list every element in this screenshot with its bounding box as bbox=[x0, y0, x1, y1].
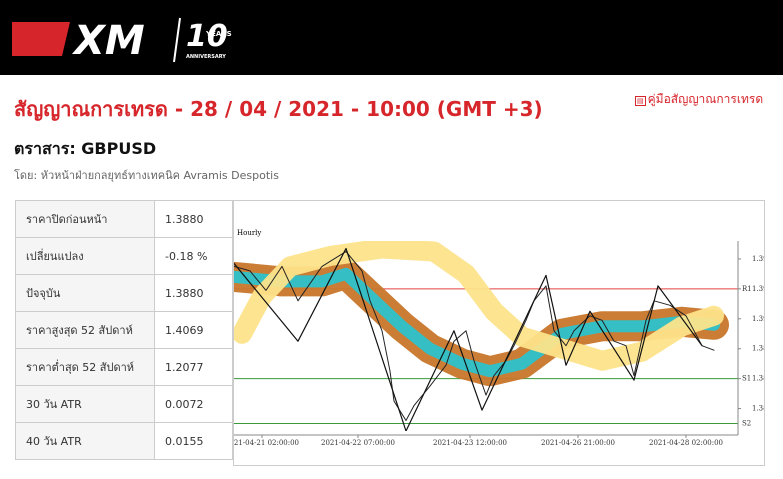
value-cell: 1.2077 bbox=[154, 348, 233, 386]
table-row: ราคาสูงสุด 52 สัปดาห์ 1.4069 bbox=[15, 311, 233, 349]
table-row: 40 วัน ATR 0.0155 bbox=[15, 422, 233, 460]
x-tick-label: 2021-04-26 21:00:00 bbox=[541, 439, 615, 447]
y-tick-label: 1.3900 bbox=[752, 315, 765, 323]
label-cell: เปลี่ยนแปลง bbox=[15, 237, 155, 275]
y-tick-label: 1.3920 bbox=[752, 285, 765, 293]
y-tick-label: 1.3880 bbox=[752, 345, 765, 353]
label-cell: ราคาปิดก่อนหน้า bbox=[15, 200, 155, 238]
x-tick-label: 2021-04-21 02:00:00 bbox=[233, 439, 299, 447]
years: 10 bbox=[186, 19, 228, 54]
instrument: ตราสาร: GBPUSD bbox=[14, 139, 157, 158]
label-cell: ราคาต่ำสุด 52 สัปดาห์ bbox=[15, 348, 155, 386]
y-tick-label: 1.3840 bbox=[752, 405, 765, 413]
table-row: เปลี่ยนแปลง -0.18 % bbox=[15, 237, 233, 275]
anniversary: ANNIVERSARY bbox=[186, 54, 226, 60]
table-row: 30 วัน ATR 0.0072 bbox=[15, 385, 233, 423]
x-tick-label: 2021-04-23 12:00:00 bbox=[433, 439, 507, 447]
stats-table: ราคาปิดก่อนหน้า 1.3880 เปลี่ยนแปลง -0.18 % ป… bbox=[15, 200, 233, 460]
x-tick-label: 2021-04-22 07:00:00 bbox=[321, 439, 395, 447]
table-row: ปัจจุบัน 1.3880 bbox=[15, 274, 233, 312]
guide-link[interactable]: ▤ คู่มือสัญญาณการเทรด bbox=[635, 90, 763, 109]
label-cell: ปัจจุบัน bbox=[15, 274, 155, 312]
value-cell: 1.3880 bbox=[154, 200, 233, 238]
level-label: S1 bbox=[742, 375, 751, 383]
label-cell: 30 วัน ATR bbox=[15, 385, 155, 423]
chart-title: Hourly bbox=[237, 229, 261, 237]
price-line bbox=[234, 251, 715, 421]
logo-mark bbox=[12, 22, 70, 56]
label-cell: 40 วัน ATR bbox=[15, 422, 155, 460]
value-cell: 0.0155 bbox=[154, 422, 233, 460]
level-label: S2 bbox=[742, 420, 751, 428]
author: โดย: หัวหน้าฝ่ายกลยุทธ์ทางเทคนิค Avramis… bbox=[14, 169, 279, 182]
band bbox=[234, 241, 724, 371]
y-tick-label: 1.3940 bbox=[752, 255, 765, 263]
y-tick-label: 1.3860 bbox=[752, 375, 765, 383]
plot bbox=[234, 241, 738, 431]
x-tick-label: 2021-04-28 02:00:00 bbox=[649, 439, 723, 447]
table-row: ราคาต่ำสุด 52 สัปดาห์ 1.2077 bbox=[15, 348, 233, 386]
table-row: ราคาปิดก่อนหน้า 1.3880 bbox=[15, 200, 233, 238]
value-cell: -0.18 % bbox=[154, 237, 233, 275]
guide-link-text: คู่มือสัญญาณการเทรด bbox=[647, 92, 764, 106]
page-title: สัญญาณการเทรด - 28 / 04 / 2021 - 10:00 (… bbox=[14, 97, 543, 121]
label-cell: ราคาสูงสุด 52 สัปดาห์ bbox=[15, 311, 155, 349]
value-cell: 0.0072 bbox=[154, 385, 233, 423]
price-line bbox=[234, 247, 703, 431]
value-cell: 1.4069 bbox=[154, 311, 233, 349]
header: XM 10 YEARS ANNIVERSARY bbox=[0, 0, 783, 75]
logo: XM 10 YEARS ANNIVERSARY bbox=[12, 17, 232, 64]
pdf-icon: ▤ bbox=[635, 96, 646, 106]
level-label: R1 bbox=[742, 285, 752, 293]
chart: Hourly R1 S1 S2 1.3940 1.3920 1.3900 1.3880 1.3… bbox=[233, 200, 765, 466]
divider bbox=[173, 17, 181, 63]
brand: XM bbox=[71, 18, 145, 64]
value-cell: 1.3880 bbox=[154, 274, 233, 312]
years-word: YEARS bbox=[205, 30, 232, 38]
